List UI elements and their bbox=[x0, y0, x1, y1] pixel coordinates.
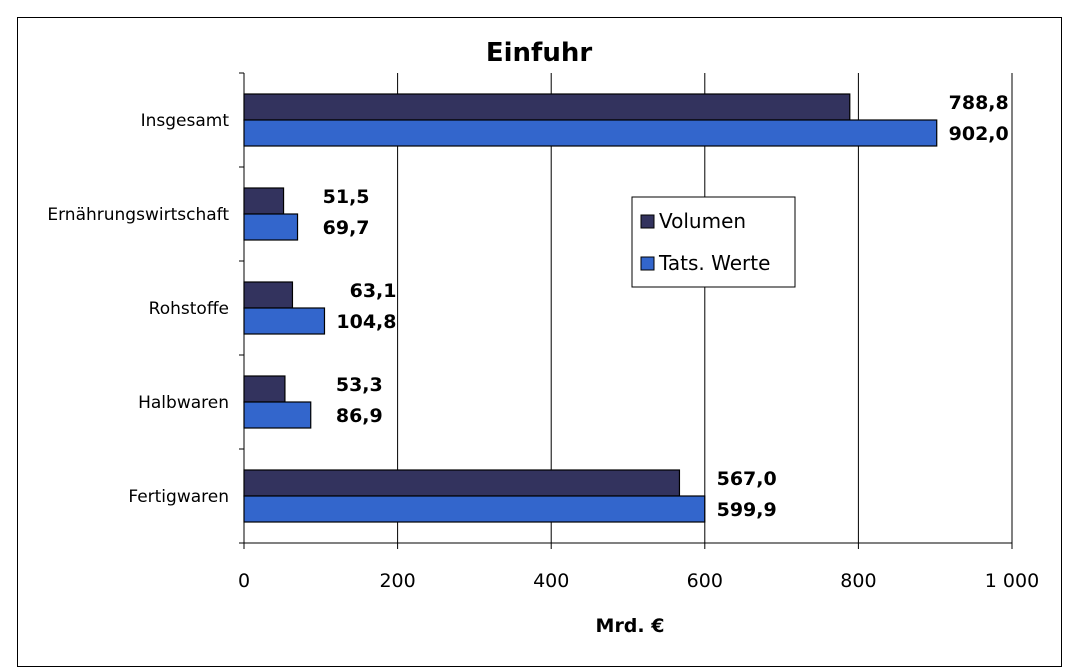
chart-title: Einfuhr bbox=[485, 38, 593, 68]
legend-swatch bbox=[640, 256, 655, 271]
legend-label: Volumen bbox=[659, 209, 746, 233]
data-label-volumen: 567,0 bbox=[717, 468, 777, 490]
data-label-tats-werte: 902,0 bbox=[949, 123, 1009, 145]
bar-tats-werte bbox=[243, 213, 299, 241]
category-label: Fertigwaren bbox=[128, 487, 229, 507]
bar-tats-werte bbox=[243, 307, 326, 335]
bar-volumen bbox=[243, 469, 681, 497]
bar-tats-werte bbox=[243, 401, 312, 429]
data-label-tats-werte: 69,7 bbox=[323, 217, 370, 239]
x-tick-label: 600 bbox=[687, 570, 723, 592]
legend-swatch bbox=[640, 214, 655, 229]
bar-volumen bbox=[243, 281, 294, 309]
legend-label: Tats. Werte bbox=[658, 251, 770, 275]
category-label: Halbwaren bbox=[138, 393, 229, 413]
x-axis-title: Mrd. € bbox=[596, 615, 665, 637]
bar-volumen bbox=[243, 93, 851, 121]
x-tick-label: 1 000 bbox=[985, 570, 1039, 592]
x-tick-label: 800 bbox=[840, 570, 876, 592]
data-label-volumen: 788,8 bbox=[949, 92, 1009, 114]
bar-volumen bbox=[243, 375, 286, 403]
data-label-tats-werte: 104,8 bbox=[336, 311, 396, 333]
x-tick-label: 200 bbox=[379, 570, 415, 592]
data-label-volumen: 63,1 bbox=[350, 280, 397, 302]
category-label: Insgesamt bbox=[141, 111, 230, 131]
x-tick-label: 400 bbox=[533, 570, 569, 592]
data-label-volumen: 51,5 bbox=[323, 186, 370, 208]
bar-tats-werte bbox=[243, 119, 938, 147]
bar-tats-werte bbox=[243, 495, 706, 523]
data-label-tats-werte: 86,9 bbox=[336, 405, 383, 427]
category-label: Rohstoffe bbox=[149, 299, 229, 319]
bar-volumen bbox=[243, 187, 285, 215]
x-tick-label: 0 bbox=[238, 570, 250, 592]
data-label-volumen: 53,3 bbox=[336, 374, 383, 396]
legend-box bbox=[631, 196, 796, 288]
category-label: Ernährungswirtschaft bbox=[47, 205, 229, 225]
data-label-tats-werte: 599,9 bbox=[717, 499, 777, 521]
